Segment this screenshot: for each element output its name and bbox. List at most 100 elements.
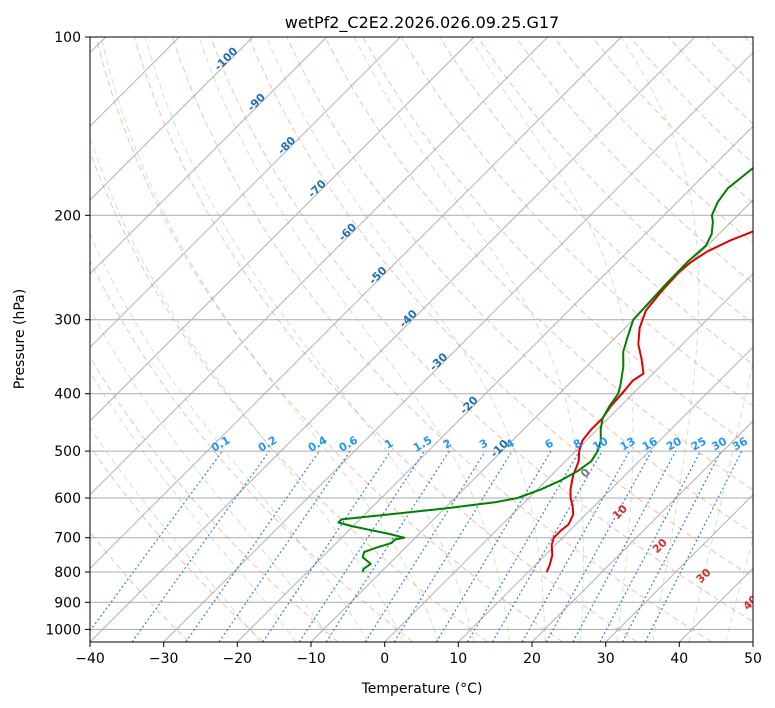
moist-adiabat	[620, 37, 700, 642]
x-axis: −40 −30 −20 −10 0 10 20 30 40 50	[75, 642, 762, 667]
plot-frame	[89, 36, 754, 643]
dry-adiabat	[133, 37, 638, 642]
isotherm	[90, 37, 475, 422]
x-tick-label: −30	[149, 651, 179, 667]
mixing-ratio-line	[545, 450, 653, 642]
dry-adiabat	[515, 37, 753, 284]
dry-adiabat	[553, 37, 753, 244]
y-tick-label: 400	[54, 387, 81, 403]
dry-adiabat	[706, 37, 753, 86]
moist-adiabat	[100, 37, 439, 642]
isotherm	[457, 346, 753, 642]
moist-adiabat	[90, 135, 404, 642]
isotherm-label: -80	[275, 134, 298, 157]
moist-adiabat	[198, 37, 510, 642]
moist-adiabat	[266, 37, 546, 642]
moist-adiabat	[725, 536, 753, 642]
x-tick-label: 10	[449, 651, 467, 667]
isotherm	[90, 37, 254, 201]
isotherm-label: -50	[366, 264, 389, 287]
moist-adiabat	[688, 358, 753, 642]
isotherm	[384, 272, 753, 642]
mixing-ratio-label: 6	[543, 436, 556, 451]
mixing-ratio-line	[90, 450, 223, 632]
dry-adiabat	[668, 37, 753, 125]
y-tick-label: 600	[54, 491, 81, 507]
y-tick-label: 200	[54, 208, 81, 224]
mixing-ratio-line	[393, 450, 513, 642]
moist-adiabat	[144, 37, 475, 642]
isotherm-label: -40	[397, 307, 420, 330]
dry-adiabat	[90, 445, 264, 642]
isotherm	[90, 37, 328, 275]
moist-adiabat-label: 30	[694, 566, 714, 586]
dry-adiabat	[90, 356, 339, 642]
temperature-profile-line	[545, 230, 753, 573]
isotherm	[678, 567, 753, 642]
dry-adiabat	[591, 37, 753, 204]
mixing-ratio-line	[131, 450, 270, 642]
x-tick-label: −10	[296, 651, 326, 667]
dry-adiabat	[90, 531, 190, 642]
moist-adiabat	[90, 426, 261, 642]
mixing-ratio-line	[521, 450, 631, 642]
y-tick-label: 800	[54, 565, 81, 581]
dry-adiabat	[286, 37, 753, 534]
y-tick-label: 500	[54, 444, 81, 460]
mixing-ratio-line	[218, 450, 351, 642]
chart-title: wetPf2_C2E2.2026.026.09.25.G17	[285, 13, 559, 33]
line-annotations: 0.1 0.2 0.4 0.6 1 1.5 2 3 4 6 8 10 13 16 20 25 30 36-100-…	[209, 44, 761, 612]
y-tick-label: 700	[54, 531, 81, 547]
isotherm	[605, 493, 753, 642]
moist-adiabat	[353, 37, 584, 642]
moist-adiabat	[90, 308, 333, 642]
mixing-ratio-line	[466, 450, 580, 642]
mixing-ratio-line	[262, 450, 392, 642]
y-tick-label: 100	[54, 30, 81, 46]
isotherm	[90, 37, 696, 642]
y-axis: 100 200 300 400 500 600 700 800 900 1000	[45, 30, 90, 638]
isotherm-label: -20	[457, 393, 480, 416]
x-tick-label: −40	[75, 651, 105, 667]
isotherm	[90, 37, 622, 570]
mixing-ratio-line	[435, 450, 552, 642]
mixing-ratio-label: 2	[441, 437, 454, 452]
moist-adiabat-label: 20	[650, 536, 670, 556]
isotherm-label: -60	[336, 220, 359, 243]
x-tick-label: 0	[380, 651, 389, 667]
profile-lines	[337, 166, 753, 573]
x-tick-label: 40	[670, 651, 688, 667]
x-axis-label: Temperature (°C)	[361, 681, 483, 697]
isotherm	[90, 37, 549, 496]
x-tick-label: 50	[744, 651, 762, 667]
mixing-ratio-line	[572, 450, 677, 642]
isotherm-label: -90	[245, 90, 268, 113]
moist-adiabat	[90, 370, 297, 642]
dry-adiabat	[90, 150, 488, 642]
dry-adiabat	[95, 37, 563, 642]
isotherm-label: -100	[212, 44, 241, 73]
moist-adiabat-label: 40	[741, 592, 761, 612]
isotherm	[531, 420, 753, 642]
isotherm-label: -30	[427, 350, 450, 373]
y-tick-label: 300	[54, 313, 81, 329]
isotherm	[90, 37, 401, 349]
dry-adiabat	[171, 37, 712, 642]
dewpoint-profile-line	[337, 166, 753, 573]
moist-adiabat	[90, 232, 369, 642]
y-tick-label: 1000	[45, 622, 81, 638]
dry-adiabat	[324, 37, 753, 491]
dry-adiabat	[210, 37, 753, 623]
mixing-ratio-line	[298, 450, 425, 642]
dry-adiabat	[438, 37, 753, 366]
x-tick-label: 30	[597, 651, 615, 667]
dry-adiabat	[90, 259, 414, 642]
moist-adiabat-label: 0	[578, 466, 593, 481]
isotherm	[236, 125, 753, 642]
background-lines	[90, 37, 753, 642]
mixing-ratio-line	[491, 450, 603, 642]
mixing-ratio-line	[364, 450, 486, 642]
dry-adiabat	[248, 37, 753, 578]
y-tick-label: 900	[54, 595, 81, 611]
